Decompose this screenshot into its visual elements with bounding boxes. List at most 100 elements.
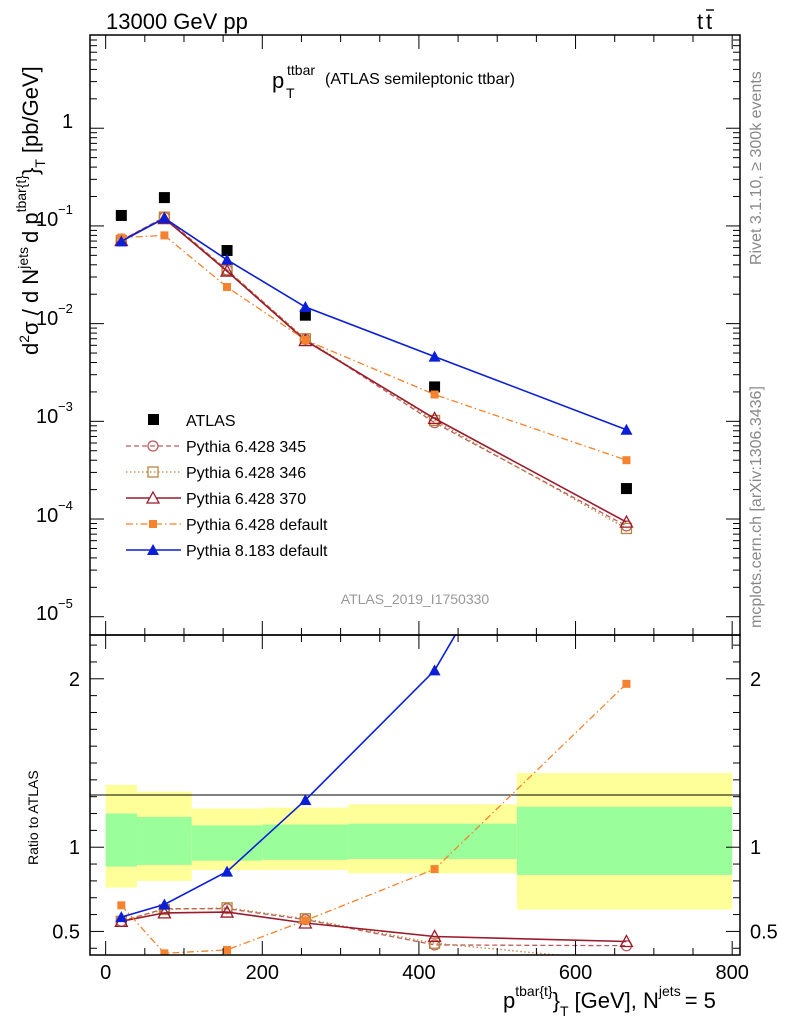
ratio-xtick-label: 800 [715,962,748,984]
ratio-point-p6def [160,949,169,955]
ytick-label-1e-1: 10 [36,209,58,231]
data-point-p6def [301,335,310,344]
ratio-ytick-label: 2 [69,669,80,691]
ratio-line-p345 [121,908,627,947]
series-line-p346 [120,216,627,530]
data-point-atlas [115,209,127,221]
ratio-series-p8def [115,635,457,923]
ratio-ytick-label: 1 [69,837,80,859]
ratio-point-p8def [299,794,312,806]
main-y-axis-label: d2σ / d Njets d ptbar{t}}T [pb/GeV] [13,66,48,355]
legend-label-p370: Pythia 6.428 370 [186,491,306,508]
ytick-label-1: 1 [62,111,73,133]
data-point-p6def [430,390,439,399]
data-point-p370 [427,411,442,425]
data-point-p6def [223,283,232,292]
data-point-p8def [620,423,633,435]
ratio-data-series [114,635,634,955]
ratio-series-p6def [117,679,631,955]
ratio-ytick-label-right: 2 [750,669,761,691]
main-data-series [114,192,634,535]
series-p346 [115,211,633,535]
series-line-p6def [121,234,627,461]
ratio-xtick-label: 600 [559,962,592,984]
band-inner [516,806,733,875]
series-atlas [115,192,632,495]
ratio-xtick-label: 400 [402,962,435,984]
ratio-point-p8def [428,664,441,676]
ytick-label-1e-3-exp: −3 [58,399,73,414]
ratio-series-p345 [115,903,633,952]
ylabel-sup: tbar{t} [13,175,29,213]
data-point-p8def [428,350,441,362]
title-sup-ttbar: ttbar [287,62,315,78]
ylabel-T: T [32,159,48,168]
ytick-label-1e-5-exp: −5 [58,596,73,611]
legend-marker-p370 [145,490,161,504]
ratio-xtick-label: 0 [100,962,111,984]
ratio-series-p370 [114,904,634,948]
legend: ATLAS Pythia 6.428 345 Pythia 6.428 346 … [126,413,328,560]
ytick-label-1e-5: 10 [36,603,58,625]
xlabel-rest: [GeV], N [575,988,659,1013]
data-point-atlas [158,192,170,204]
data-point-p8def [115,235,128,247]
ratio-tick-labels: 0.5 0.5 1 1 2 2 0 200 400 600 800 [52,669,778,984]
ratio-point-p8def [115,911,128,923]
band-inner [191,825,263,861]
title-p: p [272,68,284,93]
mcplots-label: mcplots.cern.ch [arXiv:1306.3436] [748,386,765,628]
ratio-ytick-label: 0.5 [52,921,80,943]
rivet-version-label: Rivet 3.1.10, ≥ 300k events [748,71,765,265]
ratio-point-p6def [223,945,232,954]
title-rest: (ATLAS semileptonic ttbar) [325,71,515,88]
ytick-label-1e-3: 10 [36,406,58,428]
ytick-label-1e-4: 10 [36,505,58,527]
header-process-t: t [697,9,703,34]
legend-marker-atlas [148,414,159,425]
ratio-y-axis-label: Ratio to ATLAS [25,770,41,865]
ratio-point-p346 [428,937,441,949]
xlabel-eq: = 5 [685,988,716,1013]
legend-label-p345: Pythia 6.428 345 [186,439,306,456]
ratio-ytick-label-right: 0.5 [750,921,778,943]
data-point-p370 [619,514,634,528]
data-point-atlas [620,483,632,495]
ratio-line-p370 [121,911,627,943]
data-point-atlas [429,381,441,393]
ylabel-d: d [18,343,43,355]
legend-label-p346: Pythia 6.428 346 [186,465,306,482]
ratio-line-p8def [121,635,457,918]
legend-label-p6def: Pythia 6.428 default [186,517,328,534]
header-process-tbar: t [706,9,712,34]
ratio-axis-ticks [90,635,740,955]
ratio-line-p6def [120,683,627,954]
data-point-p6def [160,231,169,240]
ratio-point-p370 [157,905,172,919]
ratio-point-p8def [221,865,234,877]
ylabel-brace: } [18,168,43,175]
xlabel-brace: } [553,988,560,1013]
header-process-label: t t [697,9,714,34]
data-point-p370 [219,263,235,277]
ratio-plot-frame [89,634,741,956]
data-point-p6def [622,456,631,465]
ratio-point-p8def [158,898,171,910]
legend-marker-p345 [147,440,159,452]
ratio-x-axis-label: ptbar{t}}T [GeV], Njets = 5 [503,983,716,1019]
band-inner [262,824,349,860]
xlabel-T: T [560,1003,569,1019]
series-line-p8def [120,217,627,431]
ratio-point-p6def [622,679,631,688]
ytick-label-1e-1-exp: −1 [58,202,73,217]
ratio-point-p6def [430,865,439,874]
legend-marker-p6def [149,520,157,528]
data-point-p346 [620,522,633,535]
ratio-point-p370 [427,929,442,943]
data-point-p8def [221,253,234,265]
ratio-series-p346 [115,902,564,955]
legend-label-atlas: ATLAS [186,413,236,430]
ratio-point-p6def [117,901,126,910]
xlabel-p: p [503,988,515,1013]
ratio-uncertainty-bands [105,773,733,910]
